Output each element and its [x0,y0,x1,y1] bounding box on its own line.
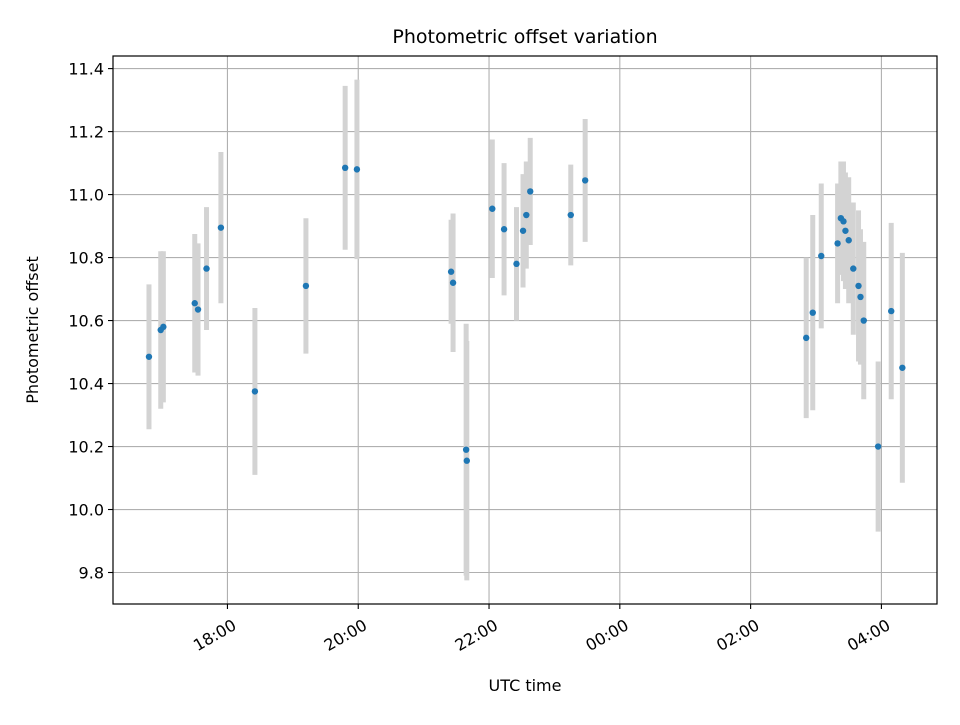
y-tick-label: 10.6 [68,312,104,331]
y-tick-label: 10.4 [68,375,104,394]
data-point [860,317,867,324]
y-tick-label: 10.0 [68,501,104,520]
data-point [194,306,202,313]
chart-title: Photometric offset variation [392,26,657,48]
y-tick-label: 11.4 [68,60,104,79]
data-point [842,227,849,234]
y-tick-label: 9.8 [79,564,104,583]
y-tick-label: 10.8 [68,249,104,268]
data-point [203,265,210,272]
data-points [145,164,906,464]
data-point [899,364,906,371]
data-point [857,293,864,301]
data-point [302,282,310,290]
data-point [809,309,816,316]
y-axis-label: Photometric offset [23,256,42,404]
data-point [888,307,895,315]
y-tick-label: 11.2 [68,123,104,142]
plot-frame [112,55,938,605]
data-point [449,279,457,286]
data-point [803,334,810,342]
data-point [527,188,534,195]
data-point [500,226,508,233]
y-axis-ticks: 9.8 10.0 10.2 10.4 10.6 10.8 11.0 11.2 11.4 [68,60,113,583]
data-point [217,224,225,231]
data-point [850,265,857,272]
y-tick-label: 10.2 [68,438,104,457]
data-point [463,457,470,464]
data-point [519,227,527,234]
data-point [191,300,198,307]
data-point [489,205,496,212]
data-point [567,211,574,219]
data-point [874,443,882,450]
x-axis-label: UTC time [489,676,562,695]
data-point [251,388,259,395]
data-point [513,260,520,268]
y-tick-label: 11.0 [68,186,104,205]
data-point [353,166,361,173]
data-point [145,353,153,360]
data-point [581,177,589,184]
data-point [160,323,167,331]
data-point [855,282,862,290]
data-point [840,218,847,225]
data-point [845,237,852,244]
data-point [523,211,530,219]
data-point [834,240,841,247]
data-point [341,164,349,172]
data-point [447,268,455,275]
data-point [818,252,825,260]
data-point [462,446,470,453]
